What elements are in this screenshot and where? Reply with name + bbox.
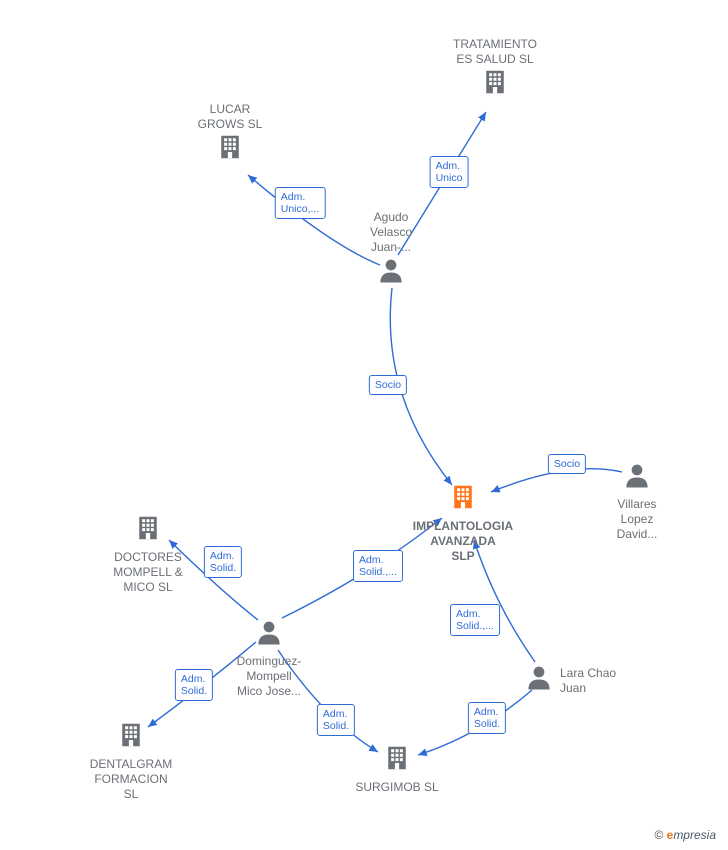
node-dominguez[interactable]: Dominguez- Mompell Mico Jose...	[209, 617, 329, 699]
person-icon	[622, 477, 652, 494]
edge-label: Adm. Solid.	[175, 669, 213, 701]
edge-label: Adm. Solid.,...	[353, 550, 403, 582]
node-label: DENTALGRAM FORMACION SL	[71, 757, 191, 802]
diagram-canvas: Adm. Unico,...Adm. UnicoSocioSocioAdm. S…	[0, 0, 728, 850]
building-icon	[480, 84, 510, 101]
node-dentalgram[interactable]: DENTALGRAM FORMACION SL	[71, 720, 191, 802]
edge-label: Adm. Solid.	[317, 704, 355, 736]
edge-label: Adm. Solid.	[204, 546, 242, 578]
building-icon	[133, 530, 163, 547]
person-icon	[524, 662, 554, 697]
edge-label: Adm. Solid.	[468, 702, 506, 734]
node-label: Lara Chao Juan	[560, 666, 616, 696]
node-tratamiento[interactable]: TRATAMIENTO ES SALUD SL	[435, 35, 555, 102]
node-label: Villares Lopez David...	[577, 497, 697, 542]
person-icon	[254, 634, 284, 651]
node-label: Dominguez- Mompell Mico Jose...	[209, 654, 329, 699]
node-agudo[interactable]: Agudo Velasco Juan-...	[331, 208, 451, 290]
node-lara[interactable]: Lara Chao Juan	[524, 662, 704, 697]
node-label: TRATAMIENTO ES SALUD SL	[435, 37, 555, 67]
footer-credit: © empresia	[654, 828, 716, 842]
node-surgimob[interactable]: SURGIMOB SL	[337, 743, 457, 795]
copyright-symbol: ©	[654, 828, 663, 842]
brand-rest: mpresia	[673, 828, 716, 842]
building-icon	[448, 499, 478, 516]
edge-label: Adm. Solid.,...	[450, 604, 500, 636]
edge-label: Socio	[369, 375, 407, 395]
edge-label: Adm. Unico	[430, 156, 469, 188]
node-lucar[interactable]: LUCAR GROWS SL	[170, 100, 290, 167]
person-icon	[376, 272, 406, 289]
edge-label: Adm. Unico,...	[275, 187, 326, 219]
node-villares[interactable]: Villares Lopez David...	[577, 460, 697, 542]
node-label: IMPLANTOLOGIA AVANZADA SLP	[403, 519, 523, 564]
node-label: DOCTORES MOMPELL & MICO SL	[88, 550, 208, 595]
node-label: SURGIMOB SL	[337, 780, 457, 795]
building-icon	[215, 149, 245, 166]
building-icon	[382, 760, 412, 777]
node-doctores[interactable]: DOCTORES MOMPELL & MICO SL	[88, 513, 208, 595]
node-implantologia[interactable]: IMPLANTOLOGIA AVANZADA SLP	[403, 482, 523, 564]
building-icon	[116, 737, 146, 754]
node-label: LUCAR GROWS SL	[170, 102, 290, 132]
node-label: Agudo Velasco Juan-...	[331, 210, 451, 255]
